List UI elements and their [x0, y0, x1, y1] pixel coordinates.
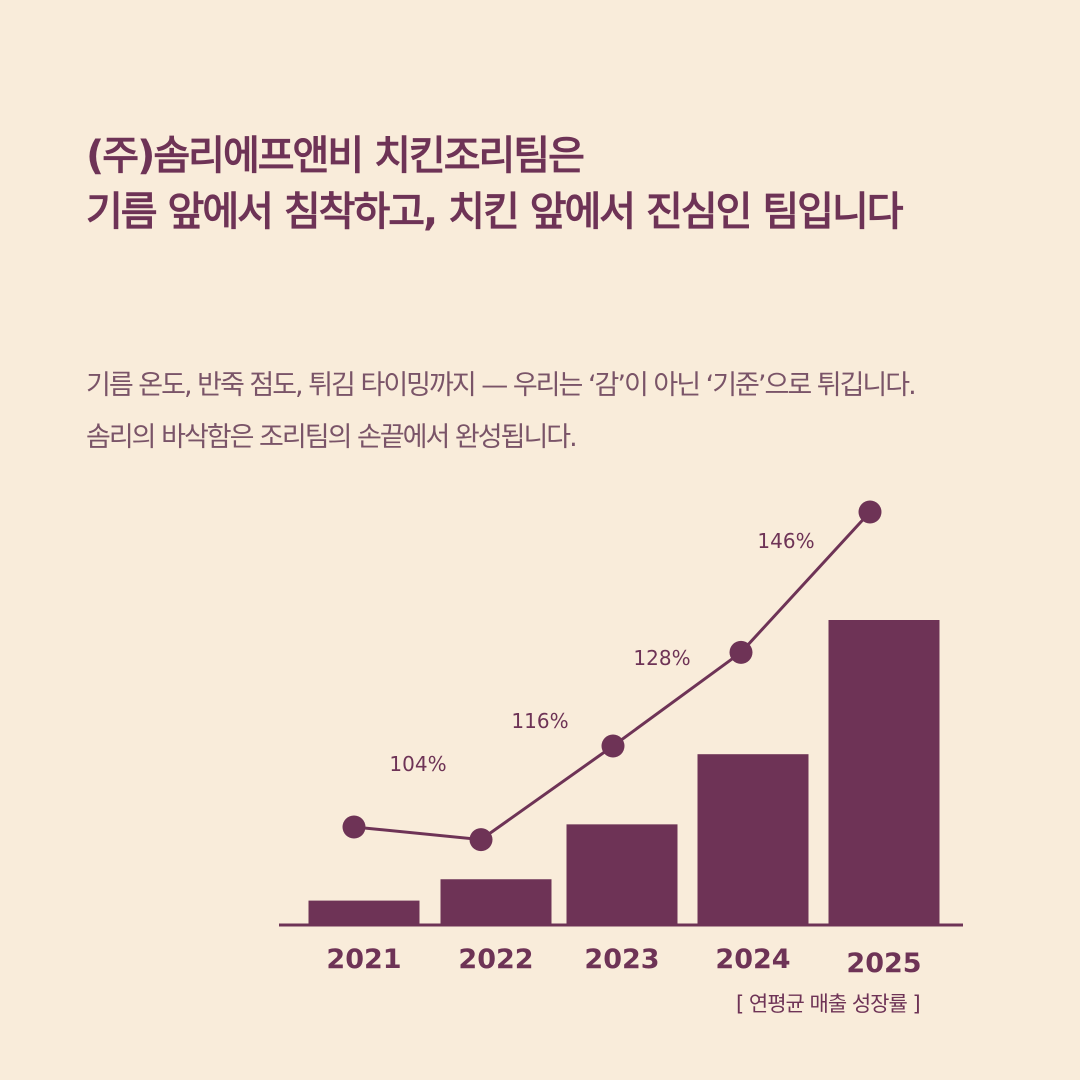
headline: (주)솜리에프앤비 치킨조리팀은 기름 앞에서 침착하고, 치킨 앞에서 진심인… [86, 128, 904, 240]
x-tick-label-2024: 2024 [715, 944, 790, 975]
data-label-2022: 104% [389, 752, 446, 776]
x-tick-label-2021: 2021 [326, 944, 401, 975]
headline-line-1: (주)솜리에프앤비 치킨조리팀은 [86, 133, 585, 179]
bar-2024 [697, 754, 809, 925]
line-point-2022 [469, 828, 493, 852]
chart-caption: [ 연평균 매출 성장률 ] [736, 992, 921, 1016]
bar-2025 [828, 620, 940, 925]
x-tick-label-2022: 2022 [458, 944, 533, 975]
line-point-2023 [601, 734, 625, 758]
line-point-2021 [342, 815, 366, 839]
data-label-2023: 116% [511, 709, 568, 733]
bar-2023 [566, 824, 678, 925]
x-tick-label-2023: 2023 [584, 944, 659, 975]
bar-2021 [308, 900, 420, 925]
x-tick-label-2025: 2025 [846, 948, 921, 979]
data-label-2025: 146% [757, 529, 814, 553]
bar-2022 [440, 879, 552, 925]
headline-line-2: 기름 앞에서 침착하고, 치킨 앞에서 진심인 팀입니다 [86, 189, 904, 235]
data-label-2024: 128% [633, 646, 690, 670]
line-point-2025 [858, 500, 882, 524]
body-line-1: 기름 온도, 반죽 점도, 튀김 타이밍까지 — 우리는 ‘감’이 아닌 ‘기준… [86, 370, 917, 401]
body-line-2: 솜리의 바삭함은 조리팀의 손끝에서 완성됩니다. [86, 422, 578, 453]
body-text: 기름 온도, 반죽 점도, 튀김 타이밍까지 — 우리는 ‘감’이 아닌 ‘기준… [86, 360, 917, 464]
line-point-2024 [729, 640, 753, 664]
